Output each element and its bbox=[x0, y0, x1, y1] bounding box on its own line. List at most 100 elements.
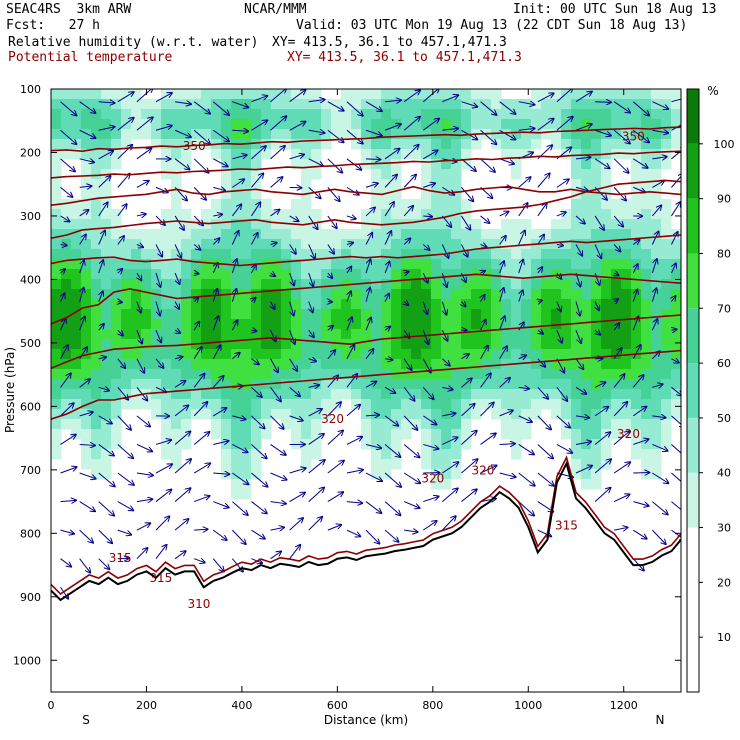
rh-cell bbox=[421, 99, 432, 110]
rh-cell bbox=[291, 359, 302, 370]
rh-cell bbox=[231, 269, 242, 280]
rh-cell bbox=[261, 319, 272, 330]
wind-vectors bbox=[60, 89, 681, 599]
wind-arrow bbox=[79, 529, 93, 543]
wind-arrow bbox=[118, 330, 123, 335]
rh-cell bbox=[351, 329, 362, 340]
rh-cell bbox=[451, 339, 462, 350]
rh-cell bbox=[591, 319, 602, 330]
rh-cell bbox=[381, 459, 392, 470]
wind-arrow bbox=[98, 472, 115, 486]
wind-arrow bbox=[60, 467, 77, 474]
wind-arrow bbox=[575, 442, 591, 445]
rh-cell bbox=[241, 319, 252, 330]
rh-cell bbox=[641, 429, 652, 440]
rh-cell bbox=[401, 129, 412, 140]
rh-cell bbox=[201, 249, 212, 260]
rh-cell bbox=[241, 239, 252, 250]
rh-cell bbox=[141, 339, 152, 350]
rh-cell bbox=[441, 369, 452, 380]
wind-arrow bbox=[556, 212, 566, 216]
rh-cell bbox=[241, 219, 252, 230]
rh-cell bbox=[421, 439, 432, 450]
rh-cell bbox=[541, 299, 552, 310]
rh-cell bbox=[601, 309, 612, 320]
rh-cell bbox=[391, 459, 402, 470]
wind-arrow bbox=[60, 245, 67, 246]
rh-cell bbox=[631, 269, 642, 280]
wind-arrow bbox=[60, 215, 70, 222]
rh-cell bbox=[271, 249, 282, 260]
rh-cell bbox=[451, 289, 462, 300]
wind-arrow bbox=[403, 472, 420, 483]
rh-cell bbox=[51, 269, 62, 280]
rh-cell bbox=[231, 249, 242, 260]
rh-cell bbox=[321, 229, 332, 240]
rh-cell bbox=[71, 369, 82, 380]
rh-cell bbox=[241, 99, 252, 110]
rh-cell bbox=[111, 249, 122, 260]
rh-cell bbox=[261, 409, 272, 420]
rh-cell bbox=[91, 169, 102, 180]
rh-cell bbox=[371, 279, 382, 290]
wind-arrow bbox=[270, 415, 284, 429]
rh-cell bbox=[411, 409, 422, 420]
rh-cell bbox=[471, 249, 482, 260]
wind-arrow bbox=[365, 233, 372, 245]
rh-cell bbox=[431, 189, 442, 200]
wind-arrow bbox=[117, 92, 134, 103]
wind-arrow bbox=[594, 129, 611, 135]
rh-cell bbox=[551, 249, 562, 260]
rh-cell bbox=[381, 259, 392, 270]
rh-cell bbox=[61, 299, 72, 310]
wind-arrow bbox=[613, 462, 630, 474]
rh-cell bbox=[211, 309, 222, 320]
wind-arrow bbox=[633, 264, 637, 274]
rh-cell bbox=[351, 389, 362, 400]
rh-cell bbox=[91, 359, 102, 370]
rh-cell bbox=[91, 149, 102, 160]
rh-cell bbox=[81, 329, 92, 340]
rh-cell bbox=[571, 249, 582, 260]
rh-cell bbox=[141, 249, 152, 260]
rh-cell bbox=[461, 89, 472, 100]
wind-arrow bbox=[423, 183, 435, 188]
rh-cell bbox=[251, 369, 262, 380]
rh-cell bbox=[91, 99, 102, 110]
wind-arrow bbox=[632, 129, 649, 142]
wind-arrow bbox=[441, 272, 446, 287]
rh-cell bbox=[461, 289, 472, 300]
rh-cell bbox=[661, 409, 672, 420]
wind-arrow bbox=[251, 444, 266, 458]
rh-cell bbox=[511, 409, 522, 420]
wind-arrow bbox=[652, 443, 667, 450]
wind-arrow bbox=[308, 434, 324, 445]
rh-cell bbox=[391, 149, 402, 160]
wind-arrow bbox=[251, 358, 258, 365]
wind-arrow bbox=[671, 232, 677, 245]
rh-cell bbox=[181, 89, 192, 100]
rh-cell bbox=[621, 229, 632, 240]
wind-arrow bbox=[461, 101, 477, 107]
rh-cell bbox=[661, 259, 672, 270]
rh-cell bbox=[591, 279, 602, 290]
rh-cell bbox=[181, 289, 192, 300]
rh-cell bbox=[241, 299, 252, 310]
colorbar-tick-label: 100 bbox=[714, 138, 735, 151]
rh-cell bbox=[221, 429, 232, 440]
colorbar-swatch bbox=[687, 198, 699, 254]
wind-arrow bbox=[270, 502, 286, 504]
wind-arrow bbox=[270, 444, 286, 454]
rh-cell bbox=[161, 329, 172, 340]
rh-cell bbox=[141, 299, 152, 310]
wind-arrow bbox=[423, 496, 438, 503]
rh-cell bbox=[81, 269, 92, 280]
rh-cell bbox=[201, 239, 212, 250]
wind-arrow bbox=[595, 301, 599, 311]
rh-cell bbox=[241, 429, 252, 440]
rh-cell bbox=[351, 239, 362, 250]
rh-cell bbox=[641, 409, 652, 420]
wind-arrow bbox=[212, 263, 217, 274]
rh-cell bbox=[591, 89, 602, 100]
wind-arrow bbox=[518, 102, 535, 105]
